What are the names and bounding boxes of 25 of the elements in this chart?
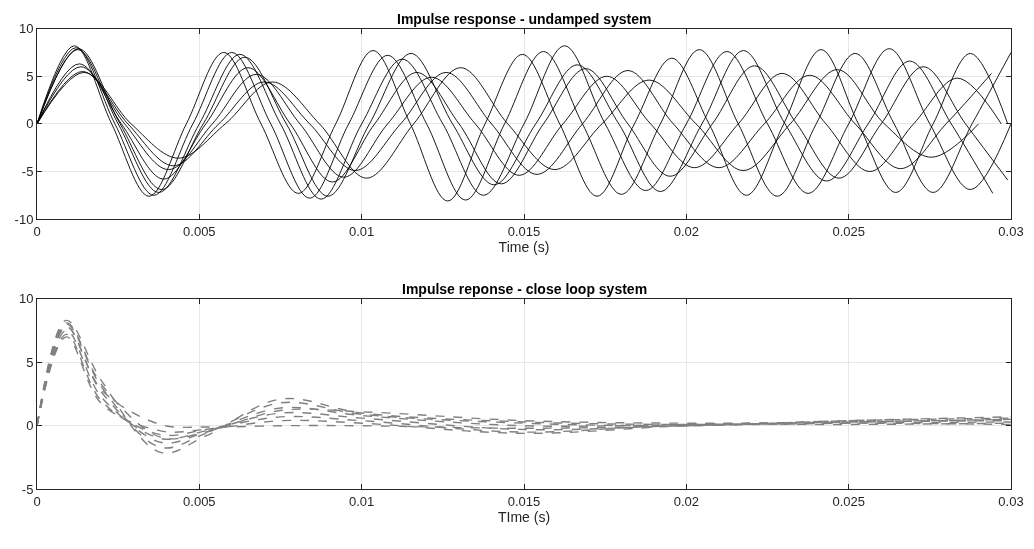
y-tick-label: 10 [18, 21, 34, 37]
x-tick-label: 0.015 [507, 493, 541, 509]
x-tick-label: 0.015 [507, 223, 541, 239]
x-tick-label: 0.025 [832, 223, 865, 239]
x-tick-label: 0.02 [673, 493, 699, 509]
x-tick-label: 0.025 [832, 493, 865, 509]
chart-title: Impulse reponse - close loop system [402, 281, 648, 297]
y-tick-label: 0 [26, 116, 34, 132]
y-tick-label: 0 [26, 418, 34, 434]
x-axis-title: Time (s) [498, 239, 550, 255]
x-tick-label: 0.01 [349, 223, 375, 239]
x-tick-label: 0.005 [183, 493, 216, 509]
y-tick-label: 5 [26, 68, 34, 84]
y-tick-label: 10 [18, 291, 34, 307]
chart-title: Impulse response - undamped system [397, 11, 652, 27]
y-tick-label: -5 [21, 164, 34, 180]
y-tick-label: -5 [21, 481, 34, 497]
x-tick-label: 0.03 [998, 493, 1024, 509]
x-tick-label: 0.005 [183, 223, 216, 239]
x-tick-label: 0.03 [998, 223, 1024, 239]
x-tick-label: 0.02 [673, 223, 699, 239]
x-axis-title: TIme (s) [497, 509, 551, 526]
x-tick-label: 0.01 [349, 493, 375, 509]
y-tick-label: 5 [26, 354, 34, 370]
y-tick-label: -10 [14, 211, 34, 227]
